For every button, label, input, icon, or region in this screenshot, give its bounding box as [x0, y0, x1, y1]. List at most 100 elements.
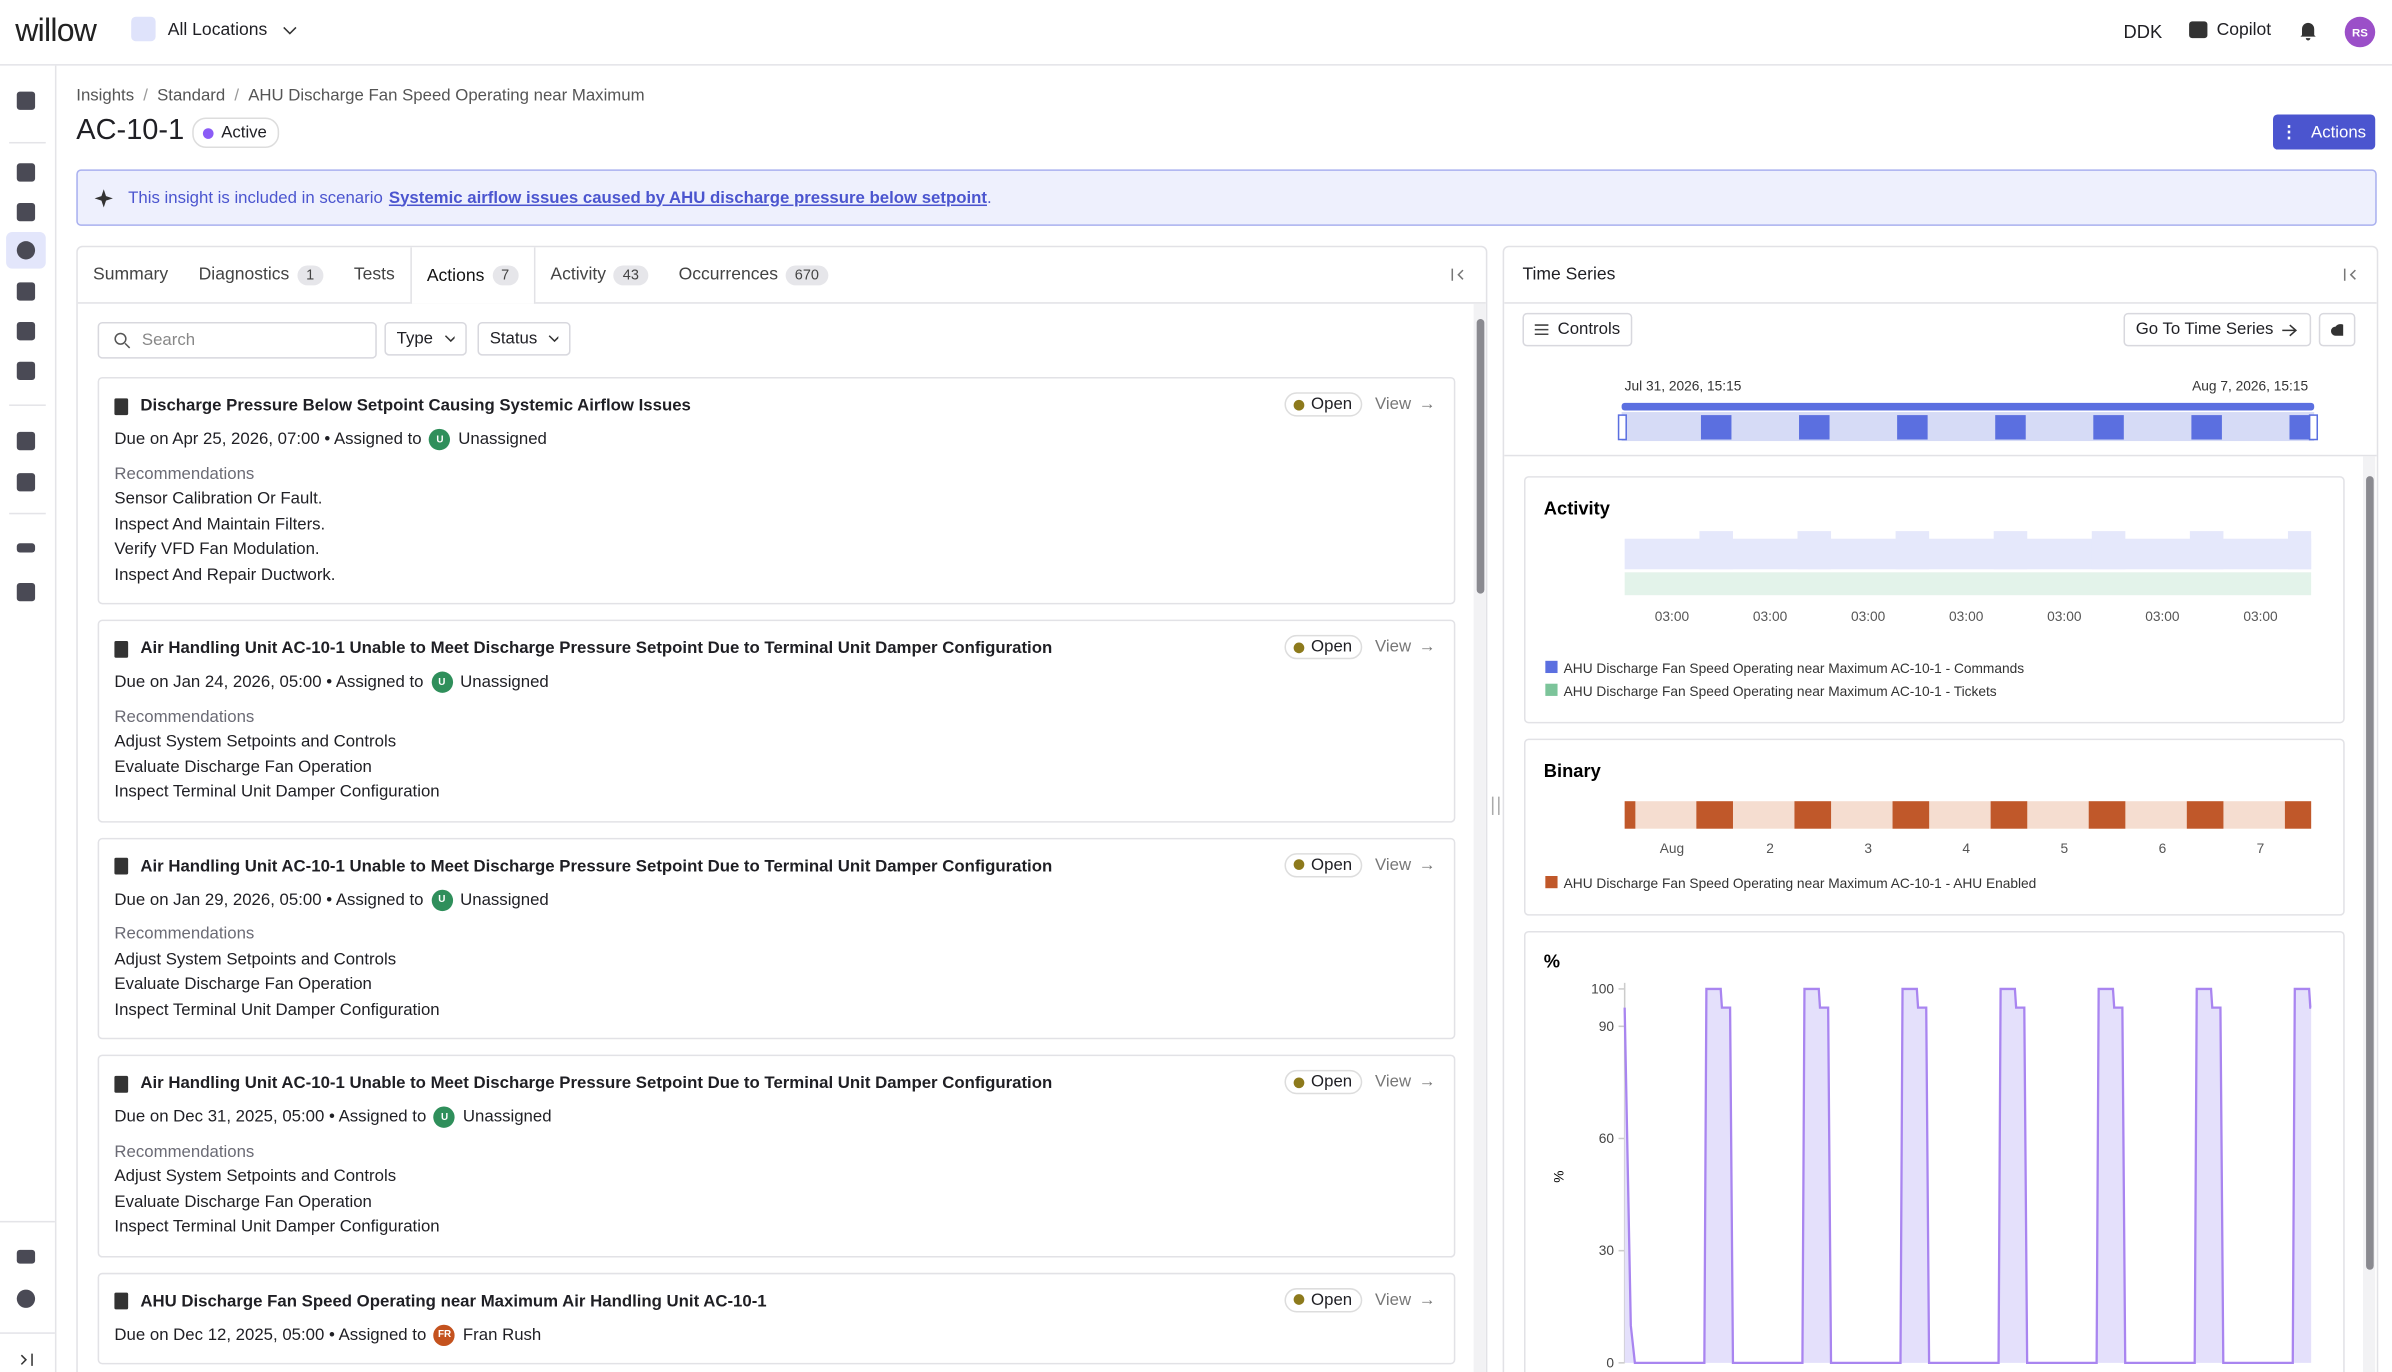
binary-block	[1624, 801, 1636, 829]
doc-icon	[114, 640, 129, 658]
nav-icon[interactable]	[16, 91, 36, 110]
view-link[interactable]: View	[1375, 637, 1412, 657]
view-link[interactable]: View	[1375, 1072, 1412, 1092]
card-title: Discharge Pressure Below Setpoint Causin…	[140, 396, 691, 416]
slider-bar	[1621, 402, 2315, 411]
recommendation: Inspect Terminal Unit Damper Configurati…	[114, 783, 440, 802]
copilot-button[interactable]: Copilot	[2216, 21, 2272, 40]
search-input[interactable]: Search	[97, 322, 377, 359]
x-tick-label: 6	[2159, 841, 2167, 856]
nav-icon[interactable]	[16, 361, 36, 381]
collapse-icon[interactable]	[1451, 267, 1466, 282]
tab[interactable]: Activity 43	[535, 247, 663, 302]
view-link[interactable]: View	[1375, 395, 1412, 414]
action-card[interactable]: Air Handling Unit AC-10-1 Unable to Meet…	[97, 837, 1456, 1040]
chevron	[444, 335, 455, 343]
tab[interactable]: Actions 7	[410, 247, 536, 304]
slider-block	[2191, 415, 2222, 440]
due-row: Due on Apr 25, 2026, 07:00 • Assigned to…	[114, 427, 1438, 452]
cloud-icon	[2331, 324, 2344, 336]
status-text: Open	[1311, 855, 1353, 874]
location-icon	[131, 16, 156, 42]
slider-handle	[1617, 414, 1627, 441]
divider	[0, 1220, 55, 1223]
nav-icon[interactable]	[16, 543, 36, 553]
banner-text: This insight is included in scenario	[128, 188, 383, 207]
view-link[interactable]: View	[1375, 1290, 1412, 1309]
nav-icon[interactable]	[16, 1289, 36, 1308]
arrow-icon: →	[1418, 1072, 1436, 1092]
nav-icon[interactable]	[16, 241, 36, 260]
status-dot	[1294, 1294, 1305, 1305]
nav-icon[interactable]	[16, 163, 36, 182]
assignee-name: Unassigned	[460, 673, 549, 692]
range-start: Jul 31, 2026, 15:15	[1625, 379, 1742, 394]
avatar[interactable]: RS	[2344, 16, 2376, 48]
arrow-icon: →	[1418, 637, 1436, 657]
side-rail	[0, 65, 57, 1372]
download-button[interactable]	[2318, 312, 2356, 347]
card-title: Air Handling Unit AC-10-1 Unable to Meet…	[140, 856, 1053, 876]
card-title-row: Air Handling Unit AC-10-1 Unable to Meet…	[114, 854, 1438, 878]
breadcrumb[interactable]: Standard	[157, 86, 226, 106]
chevron	[548, 335, 559, 343]
expand-icon[interactable]	[18, 1352, 36, 1367]
controls-button[interactable]: Controls	[1522, 312, 1633, 347]
assignee-name: Unassigned	[460, 890, 549, 910]
scrollbar-thumb[interactable]	[2366, 476, 2374, 1270]
status-filter[interactable]: Status	[477, 322, 571, 356]
tab-count: 1	[296, 264, 324, 285]
view-link[interactable]: View	[1375, 855, 1412, 874]
slider-block	[2093, 415, 2124, 440]
y-tick-label: 60	[1599, 1131, 1615, 1146]
tab[interactable]: Occurrences 670	[663, 247, 843, 302]
activity-block	[1895, 531, 1930, 570]
nav-icon[interactable]	[16, 582, 36, 602]
nav-icon[interactable]	[16, 282, 36, 301]
tab-label: Tests	[353, 265, 395, 284]
doc-icon	[114, 1075, 129, 1092]
action-card[interactable]: Discharge Pressure Below Setpoint Causin…	[97, 376, 1456, 605]
action-list: Discharge Pressure Below Setpoint Causin…	[97, 376, 1456, 1372]
type-filter[interactable]: Type	[384, 322, 467, 356]
arrow-icon: →	[1418, 1290, 1436, 1309]
tab-label: Actions	[426, 266, 485, 285]
legend-label: AHU Discharge Fan Speed Operating near M…	[1564, 661, 2025, 676]
arrow-icon	[2282, 323, 2298, 336]
tab[interactable]: Tests	[339, 247, 410, 302]
resize-handle[interactable]	[1491, 796, 1500, 815]
chart-title: %	[1544, 951, 1560, 972]
due-text: Due on Dec 12, 2025, 05:00 • Assigned to	[114, 1325, 427, 1345]
nav-icon[interactable]	[16, 431, 36, 451]
action-card[interactable]: AHU Discharge Fan Speed Operating near M…	[97, 1272, 1456, 1365]
action-card[interactable]: Air Handling Unit AC-10-1 Unable to Meet…	[97, 1054, 1456, 1257]
status-dot	[1294, 399, 1305, 410]
nav-icon[interactable]	[16, 473, 36, 492]
tab-label: Diagnostics	[198, 265, 290, 284]
user-code[interactable]: DDK	[2123, 21, 2163, 43]
bell-icon[interactable]	[2299, 21, 2317, 41]
tab[interactable]: Diagnostics 1	[183, 247, 338, 302]
actions-button[interactable]: ⋮ Actions	[2273, 114, 2376, 150]
recommendations-label: Recommendations	[114, 707, 255, 727]
location-selector[interactable]: All Locations	[167, 21, 268, 40]
nav-icon[interactable]	[16, 1249, 36, 1264]
x-tick-label: 3	[1864, 841, 1872, 856]
assignee-name: Unassigned	[458, 430, 547, 450]
recommendation: Inspect Terminal Unit Damper Configurati…	[114, 1218, 440, 1237]
go-to-time-series[interactable]: Go To Time Series	[2123, 312, 2312, 347]
collapse-icon[interactable]	[2343, 267, 2358, 282]
breadcrumb[interactable]: Insights	[76, 86, 135, 106]
action-card[interactable]: Air Handling Unit AC-10-1 Unable to Meet…	[97, 619, 1456, 822]
scrollbar-thumb[interactable]	[1476, 318, 1485, 594]
nav-icon[interactable]	[16, 202, 36, 222]
search-icon	[114, 332, 131, 349]
scenario-link[interactable]: Systemic airflow issues caused by AHU di…	[388, 188, 987, 207]
tab-count: 43	[613, 264, 649, 285]
activity-block	[1993, 531, 2028, 570]
tab[interactable]: Summary	[78, 247, 184, 302]
logo[interactable]: willow	[15, 13, 97, 49]
breadcrumb[interactable]: AHU Discharge Fan Speed Operating near M…	[248, 86, 645, 106]
nav-icon[interactable]	[16, 322, 36, 341]
area	[1624, 988, 2312, 1363]
